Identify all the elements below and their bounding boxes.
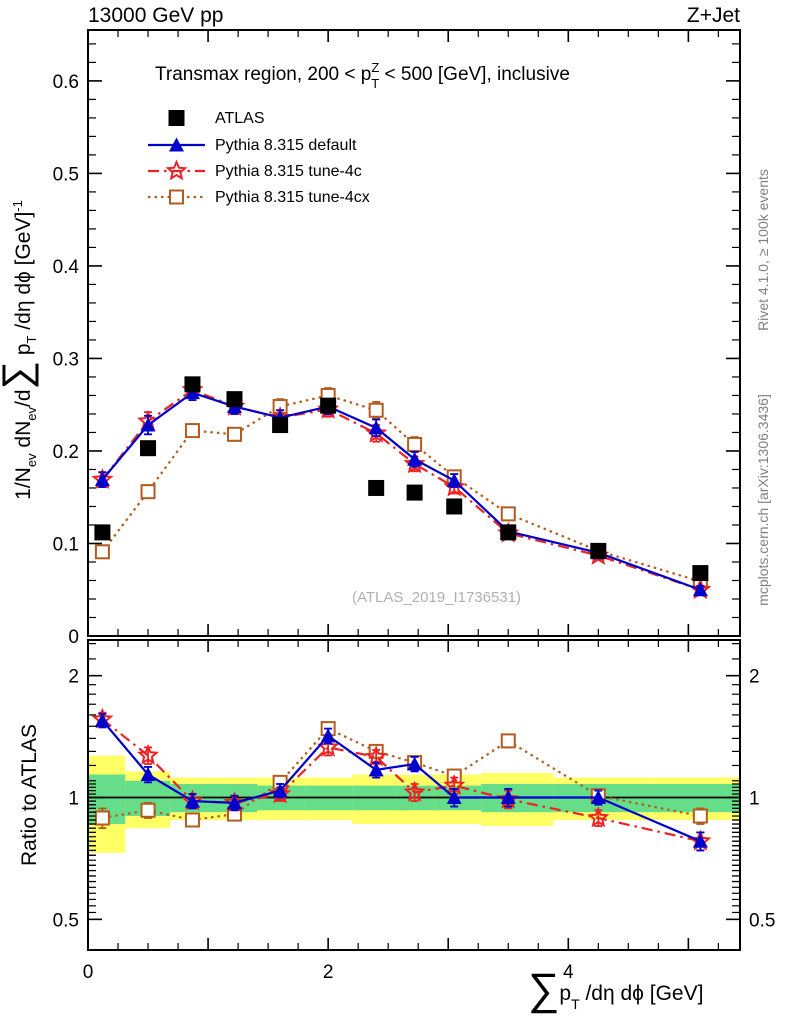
axis-ticks	[87, 30, 740, 950]
analysis-watermark: (ATLAS_2019_I1736531)	[352, 589, 521, 606]
mcplots-source-note: mcplots.cern.ch [arXiv:1306.3436]	[755, 394, 771, 606]
x-tick-label: 0	[83, 962, 94, 983]
ratio-panel-frame	[87, 639, 741, 951]
x-tick-label: 2	[323, 962, 334, 983]
x-axis-label: ∑pT /dη dϕ [GeV]	[528, 965, 703, 1014]
ratio-y-tick-label-right: 2	[749, 667, 760, 688]
main-y-tick-label: 0.5	[53, 164, 79, 185]
legend-label: Pythia 8.315 tune-4cx	[215, 189, 370, 206]
main-y-tick-label: 0.6	[53, 72, 79, 93]
legend-item: Pythia 8.315 tune-4c	[148, 159, 362, 181]
legend-label: Pythia 8.315 tune-4c	[215, 163, 362, 180]
main-y-tick-label: 0.3	[53, 349, 79, 370]
x-tick-label: 4	[563, 962, 574, 983]
beam-energy-label: 13000 GeV pp	[88, 4, 223, 27]
ratio-y-tick-label-right: 0.5	[749, 910, 775, 931]
ratio-y-axis-label: Ratio to ATLAS	[18, 724, 41, 866]
ratio-y-tick-label-right: 1	[749, 789, 760, 810]
svg-text:1/Nev dNev/d∑ pT /dη dϕ [GeV]: 1/Nev dNev/d∑ pT /dη dϕ [GeV]-1	[0, 200, 39, 500]
legend-item: ATLAS	[168, 110, 265, 127]
main-y-tick-label: 0.1	[53, 534, 79, 555]
main-panel-frame	[87, 29, 741, 637]
main-y-tick-label: 0.2	[53, 442, 79, 463]
svg-text:Rivet 4.1.0, ≥ 100k events: Rivet 4.1.0, ≥ 100k events	[755, 169, 771, 331]
plot-title: Transmax region, 200 < pZ T < 500 [GeV], …	[155, 60, 570, 91]
ratio-y-tick-label: 2	[68, 667, 79, 688]
ratio-y-tick-label: 0.5	[53, 910, 79, 931]
legend-label: Pythia 8.315 default	[215, 137, 357, 154]
legend-label: ATLAS	[215, 110, 265, 127]
main-y-tick-label: 0	[68, 627, 79, 648]
svg-text:Ratio to ATLAS: Ratio to ATLAS	[18, 724, 41, 866]
legend: ATLAS Pythia 8.315 default Pythia 8.315 tu…	[148, 110, 370, 206]
rivet-version-note: Rivet 4.1.0, ≥ 100k events	[755, 169, 771, 331]
process-label: Z+Jet	[687, 4, 740, 27]
main-y-axis-label: 1/Nev dNev/d∑ pT /dη dϕ [GeV]-1	[0, 200, 39, 500]
series-default-main	[94, 384, 708, 597]
series-tune4c-main	[91, 378, 712, 600]
svg-text:mcplots.cern.ch [arXiv:1306.34: mcplots.cern.ch [arXiv:1306.3436]	[755, 394, 771, 606]
legend-item: Pythia 8.315 tune-4cx	[148, 189, 370, 206]
ratio-y-tick-label: 1	[68, 789, 79, 810]
series-atlas-main	[94, 376, 709, 582]
legend-item: Pythia 8.315 default	[148, 137, 357, 154]
main-y-tick-label: 0.4	[53, 257, 80, 278]
series-default-ratio	[94, 712, 708, 852]
